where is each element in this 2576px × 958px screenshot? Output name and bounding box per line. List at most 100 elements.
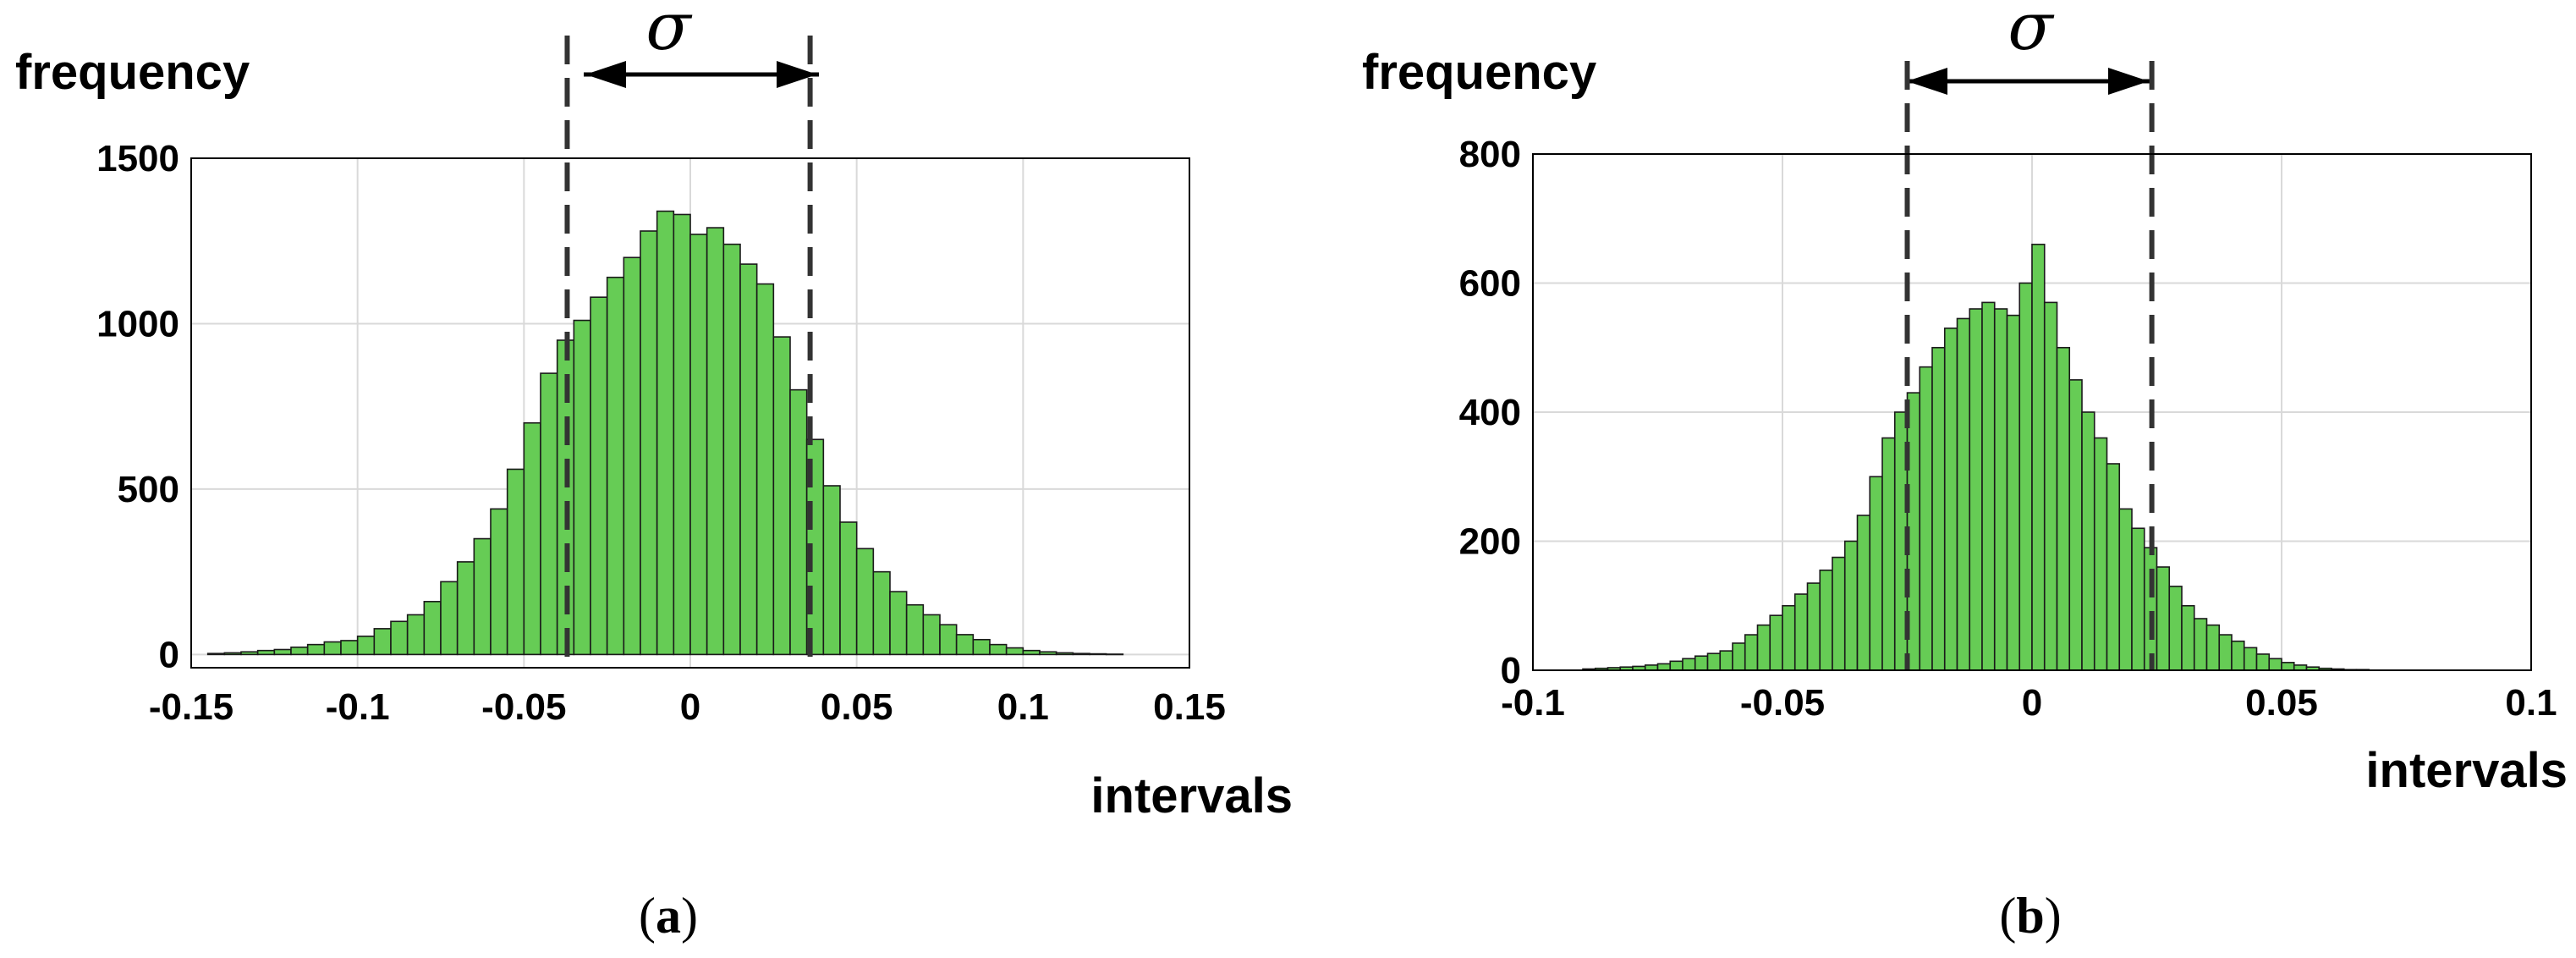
x-tick-label: 0 bbox=[680, 686, 700, 728]
histogram-bar bbox=[673, 213, 691, 656]
histogram-bar bbox=[722, 243, 741, 656]
panel-a-caption: (a) bbox=[639, 888, 698, 944]
histogram-bar bbox=[772, 336, 791, 656]
histogram-bar bbox=[889, 591, 908, 656]
x-tick-label: 0.1 bbox=[2505, 682, 2557, 724]
y-tick-label: 0 bbox=[159, 634, 179, 675]
histogram-bar bbox=[440, 581, 459, 656]
histogram-bar bbox=[2168, 586, 2183, 671]
panel-a-bars bbox=[206, 210, 1124, 656]
histogram-bar bbox=[2231, 640, 2245, 671]
panel-b-sigma-lines bbox=[1904, 61, 2155, 670]
histogram-bar bbox=[2043, 301, 2058, 671]
histogram-bar bbox=[2106, 463, 2121, 671]
y-tick-label: 800 bbox=[1459, 134, 1521, 175]
histogram-bar bbox=[1769, 614, 1783, 671]
panel-b-caption: (b) bbox=[1999, 888, 2061, 944]
histogram-bar bbox=[456, 561, 475, 656]
histogram-bar bbox=[972, 638, 991, 656]
histogram-bar bbox=[1105, 653, 1124, 656]
x-tick-label: -0.15 bbox=[149, 686, 233, 728]
histogram-bar bbox=[922, 614, 941, 656]
histogram-bar bbox=[2255, 653, 2271, 671]
panel-b-plot-frame bbox=[1532, 153, 2532, 671]
histogram-bar bbox=[1956, 317, 1971, 671]
histogram-bar bbox=[2243, 647, 2258, 671]
panel-b-caption-letter: b bbox=[2016, 888, 2044, 944]
histogram-bar bbox=[1981, 301, 1996, 671]
panel-b-sigma-arrow-left-head bbox=[1907, 68, 1947, 95]
panel-a-sigma-symbol: σ bbox=[645, 0, 692, 65]
panel-b-sigma-symbol: σ bbox=[2008, 0, 2054, 65]
histogram-bar bbox=[872, 570, 891, 656]
histogram-bar bbox=[1055, 652, 1074, 656]
panel-b-y-axis-title: frequency bbox=[1362, 45, 1596, 100]
histogram-bar bbox=[789, 388, 808, 656]
histogram-bar bbox=[2205, 624, 2221, 671]
histogram-bar bbox=[2081, 411, 2095, 671]
histogram-bar bbox=[573, 319, 591, 656]
panel-a-plot-frame bbox=[190, 157, 1190, 669]
histogram-bar bbox=[1993, 308, 2008, 671]
histogram-bar bbox=[2019, 282, 2033, 671]
histogram-bar bbox=[290, 646, 309, 656]
panel-a-x-tick-labels: -0.15 -0.1 -0.05 0 0.05 0.1 0.15 bbox=[149, 686, 1226, 728]
panel-a-sigma-arrow-right-head bbox=[777, 61, 817, 88]
histogram-bar bbox=[905, 603, 925, 656]
histogram-bar bbox=[656, 210, 675, 656]
histogram-bar bbox=[1744, 634, 1759, 671]
histogram-bar bbox=[2131, 527, 2145, 671]
panel-b-x-tick-labels: -0.1 -0.05 0 0.05 0.1 bbox=[1501, 682, 2557, 724]
histogram-bar bbox=[2181, 604, 2195, 671]
histogram-bar bbox=[340, 640, 359, 656]
histogram-bar bbox=[1943, 328, 1958, 671]
panel-a-caption-letter: a bbox=[656, 888, 681, 944]
histogram-bar bbox=[1706, 652, 1722, 671]
y-tick-label: 400 bbox=[1459, 392, 1521, 433]
panel-b: frequency σ 0 200 400 600 800 -0.1 -0.05 0 0.05… bbox=[1362, 0, 2568, 944]
histogram-bar bbox=[2118, 508, 2133, 671]
y-tick-label: 200 bbox=[1459, 521, 1521, 563]
histogram-bar bbox=[1669, 660, 1683, 671]
histogram-bar bbox=[406, 614, 426, 656]
histogram-bar bbox=[2281, 662, 2295, 671]
histogram-bar bbox=[1793, 593, 1809, 671]
histogram-bar bbox=[706, 227, 725, 656]
x-tick-label: -0.1 bbox=[1501, 682, 1565, 724]
histogram-bar bbox=[2268, 658, 2282, 671]
histogram-bar bbox=[1694, 655, 1709, 671]
x-tick-label: 0.1 bbox=[997, 686, 1049, 728]
histogram-bar bbox=[490, 508, 508, 656]
histogram-bar bbox=[640, 230, 658, 656]
histogram-bar bbox=[2193, 618, 2208, 671]
x-tick-label: 0.05 bbox=[2245, 682, 2318, 724]
histogram-bar bbox=[755, 283, 775, 656]
histogram-bar bbox=[1843, 540, 1859, 671]
histogram-bar bbox=[523, 421, 541, 656]
histogram-bar bbox=[1682, 658, 1696, 671]
panel-a-x-axis-title: intervals bbox=[1090, 768, 1293, 823]
histogram-bar bbox=[540, 372, 558, 656]
histogram-bar bbox=[1022, 649, 1041, 656]
x-tick-label: -0.05 bbox=[1740, 682, 1825, 724]
histogram-bar bbox=[223, 652, 242, 656]
x-tick-label: 0.15 bbox=[1153, 686, 1226, 728]
x-tick-label: 0 bbox=[2022, 682, 2042, 724]
histogram-bar bbox=[2143, 547, 2158, 671]
histogram-bar bbox=[273, 648, 292, 656]
panel-b-x-axis-title: intervals bbox=[2365, 743, 2568, 798]
histogram-bar bbox=[1856, 515, 1871, 671]
panel-a: frequency σ 0 500 1000 1500 -0.15 -0.1 -0.05 0… bbox=[15, 0, 1293, 944]
histogram-bar bbox=[689, 234, 708, 656]
histogram-bar bbox=[822, 485, 841, 656]
panel-a-y-axis-title: frequency bbox=[15, 45, 250, 100]
histogram-bar bbox=[240, 651, 259, 656]
histogram-bar bbox=[1656, 663, 1672, 671]
histogram-bar bbox=[373, 628, 392, 656]
histogram-bar bbox=[855, 548, 875, 656]
histogram-bar bbox=[2218, 634, 2233, 671]
histogram-bar bbox=[989, 643, 1008, 656]
histogram-bar bbox=[1072, 652, 1090, 656]
panel-b-y-tick-labels: 0 200 400 600 800 bbox=[1459, 134, 1521, 691]
